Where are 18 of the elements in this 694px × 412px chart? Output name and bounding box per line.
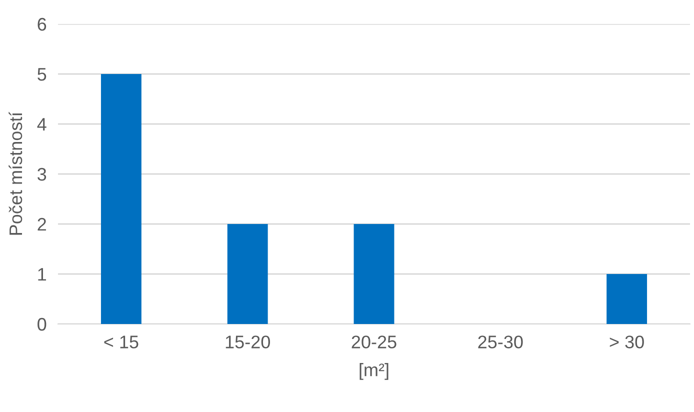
y-tick-label: 4 [37,118,46,131]
x-tick-label: > 30 [610,336,644,348]
x-axis-title: [m²] [360,363,388,380]
y-tick-label: 2 [38,218,46,231]
y-axis-title: Počet místností [8,112,22,235]
y-tick-label: 3 [38,168,46,181]
x-tick-label: 15-20 [226,336,270,348]
y-tick-label: 0 [38,318,46,331]
bar [100,74,142,324]
bar [227,224,268,324]
x-tick-label: 20-25 [352,336,396,348]
x-tick-label: < 15 [104,336,138,348]
bar [606,274,648,324]
x-tick-label: 25-30 [478,336,523,348]
y-tick-label: 6 [38,18,46,31]
bar [354,224,394,324]
y-tick-label: 1 [38,268,46,281]
y-tick-label: 5 [38,68,46,81]
